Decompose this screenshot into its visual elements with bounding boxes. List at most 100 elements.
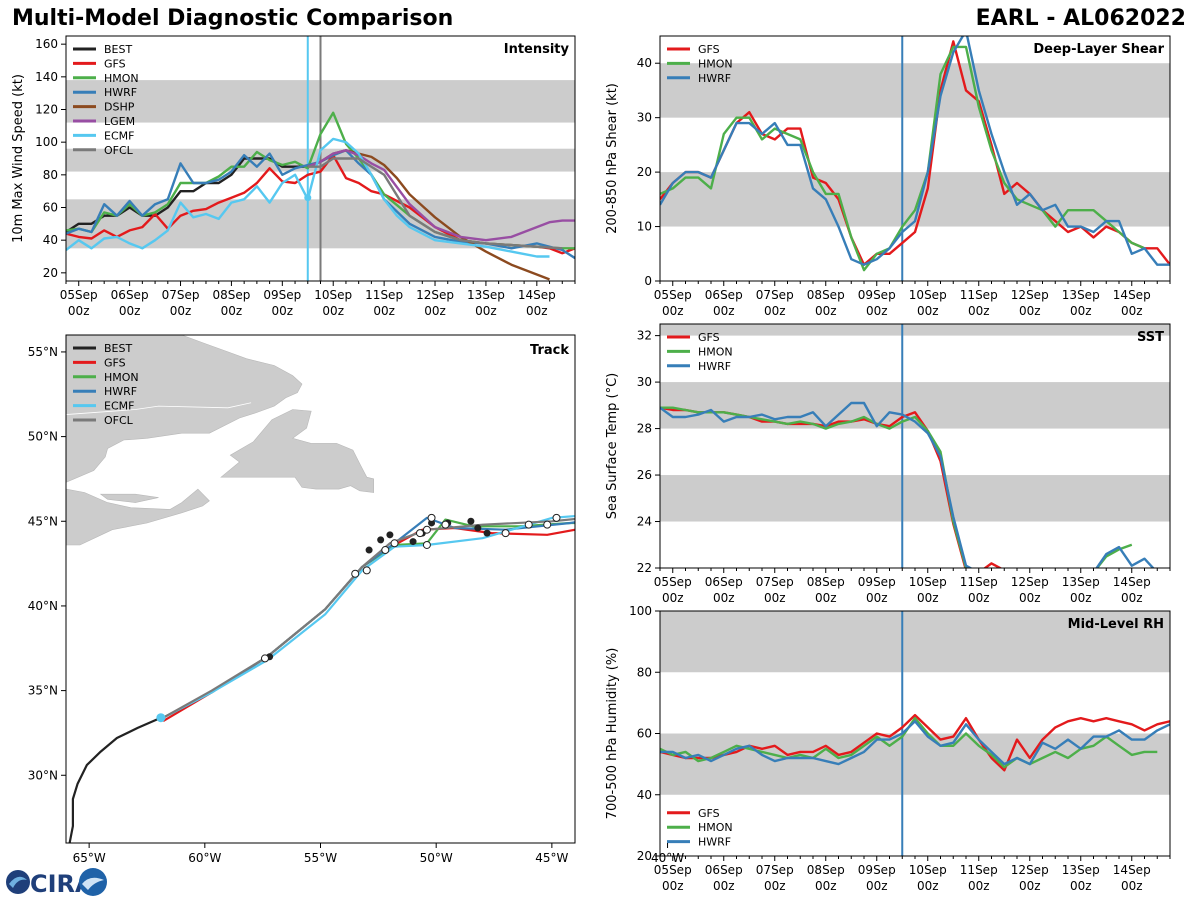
y-tick-label: 24 xyxy=(637,515,652,529)
x-tick-label-hour: 00z xyxy=(1019,591,1041,605)
y-tick-label: 30 xyxy=(637,375,652,389)
x-tick-label-hour: 00z xyxy=(815,879,837,893)
track-point-filled xyxy=(409,538,417,546)
x-tick-label-hour: 00z xyxy=(170,304,192,318)
x-tick-label-hour: 00z xyxy=(1121,591,1143,605)
x-tick-label-date: 09Sep xyxy=(858,288,896,302)
x-tick-label-date: 10Sep xyxy=(909,575,947,589)
legend-label-gfs: GFS xyxy=(104,57,126,70)
y-tick-label: 60 xyxy=(43,201,58,215)
series-group xyxy=(660,36,1170,281)
x-tick-label-date: 08Sep xyxy=(807,288,845,302)
series-line-hwrf xyxy=(660,36,1170,266)
legend-label-hwrf: HWRF xyxy=(104,86,137,99)
lat-tick-label: 35°N xyxy=(28,684,58,698)
x-tick-label-date: 09Sep xyxy=(858,863,896,877)
legend-label-hwrf: HWRF xyxy=(698,360,731,373)
series-line-hwrf xyxy=(66,149,575,260)
x-tick-label-hour: 00z xyxy=(968,591,990,605)
shade-band xyxy=(660,611,1170,673)
x-tick-label-date: 07Sep xyxy=(756,288,794,302)
x-tick-label-date: 14Sep xyxy=(1113,288,1151,302)
x-tick-label-hour: 00z xyxy=(866,304,888,318)
x-tick-label-date: 06Sep xyxy=(705,575,743,589)
track-point-filled xyxy=(365,546,373,554)
chart-rh: 20 40 60 80 100 05Sep 00z 06Sep 00z 07Sep 00z 08Sep… xyxy=(605,604,1171,893)
series-group xyxy=(660,611,1170,856)
current-position-marker xyxy=(156,713,166,723)
series-line-hwrf xyxy=(660,720,1170,766)
series-line-ofcl xyxy=(307,157,563,250)
legend-label-hmon: HMON xyxy=(698,345,733,358)
ecmf-current-point xyxy=(304,194,312,202)
track-point-open xyxy=(552,513,561,522)
y-tick-label: 160 xyxy=(35,37,58,51)
y-axis-label: Sea Surface Temp (°C) xyxy=(605,373,620,520)
cira-globe-icon xyxy=(6,870,30,894)
shade-band xyxy=(660,63,1170,118)
x-tick-label-hour: 00z xyxy=(662,591,684,605)
x-tick-label-date: 12Sep xyxy=(416,288,454,302)
x-tick-label-date: 12Sep xyxy=(1011,288,1049,302)
x-tick-label-date: 10Sep xyxy=(909,288,947,302)
csu-emblem-wave xyxy=(82,877,104,890)
legend-label-hwrf: HWRF xyxy=(698,72,731,85)
x-tick-label-hour: 00z xyxy=(526,304,548,318)
land-mass xyxy=(99,493,159,503)
legend-label-gfs: GFS xyxy=(104,356,126,369)
x-tick-label-hour: 00z xyxy=(1070,304,1092,318)
y-tick-label: 140 xyxy=(35,70,58,84)
x-tick-label-date: 06Sep xyxy=(705,288,743,302)
shade-band xyxy=(660,475,1170,522)
chart-title: Mid-Level RH xyxy=(1068,617,1164,632)
track-point-filled xyxy=(604,519,611,526)
series-line-ecmf xyxy=(66,137,550,258)
x-tick-label-date: 13Sep xyxy=(1062,575,1100,589)
track-point-filled xyxy=(386,531,394,539)
x-tick-label-date: 06Sep xyxy=(705,863,743,877)
y-tick-label: 40 xyxy=(43,233,58,247)
track-point-filled xyxy=(474,524,482,532)
x-tick-label-date: 14Sep xyxy=(1113,863,1151,877)
shade-band xyxy=(660,324,1170,336)
x-tick-label-hour: 00z xyxy=(866,879,888,893)
x-tick-label-hour: 00z xyxy=(322,304,344,318)
legend-label-hmon: HMON xyxy=(104,371,139,384)
chart-title: Track xyxy=(530,343,569,358)
cira-globe-swirl xyxy=(9,876,27,888)
y-tick-label: 22 xyxy=(637,561,652,575)
track-point-open xyxy=(524,520,533,529)
series-group xyxy=(66,36,575,281)
province-border xyxy=(66,402,252,415)
track-point-open xyxy=(415,529,424,538)
y-tick-label: 0 xyxy=(644,274,652,288)
x-tick-label-date: 06Sep xyxy=(111,288,149,302)
x-tick-label-hour: 00z xyxy=(713,591,735,605)
x-tick-label-date: 09Sep xyxy=(263,288,301,302)
track-line-ofcl xyxy=(162,517,575,719)
y-tick-label: 26 xyxy=(637,468,652,482)
x-tick-label-hour: 00z xyxy=(815,304,837,318)
x-tick-label-hour: 00z xyxy=(917,591,939,605)
x-tick-label-date: 08Sep xyxy=(807,863,845,877)
track-line-ecmf xyxy=(162,514,575,719)
x-tick-label-date: 10Sep xyxy=(909,863,947,877)
legend-label-hmon: HMON xyxy=(104,72,139,85)
y-tick-label: 10 xyxy=(637,220,652,234)
legend-label-ofcl: OFCL xyxy=(104,414,134,427)
x-tick-label-hour: 00z xyxy=(1019,304,1041,318)
track-point-open xyxy=(381,546,390,555)
y-tick-label: 30 xyxy=(637,111,652,125)
x-tick-label-hour: 00z xyxy=(1070,879,1092,893)
x-tick-label-hour: 00z xyxy=(815,591,837,605)
series-line-gfs xyxy=(660,40,1170,266)
lat-tick-label: 55°N xyxy=(28,345,58,359)
lon-tick-label: 50°W xyxy=(420,851,453,865)
track-line-best xyxy=(68,716,162,843)
track-point-open xyxy=(620,506,627,513)
track-point-open xyxy=(427,513,436,522)
x-tick-label-date: 13Sep xyxy=(1062,288,1100,302)
chart-shear: 0 10 20 30 40 05Sep 00z 06Sep 00z 07Sep 00z 08Sep 00… xyxy=(605,35,1171,318)
track-point-open xyxy=(422,525,431,534)
x-tick-label-date: 11Sep xyxy=(960,863,998,877)
